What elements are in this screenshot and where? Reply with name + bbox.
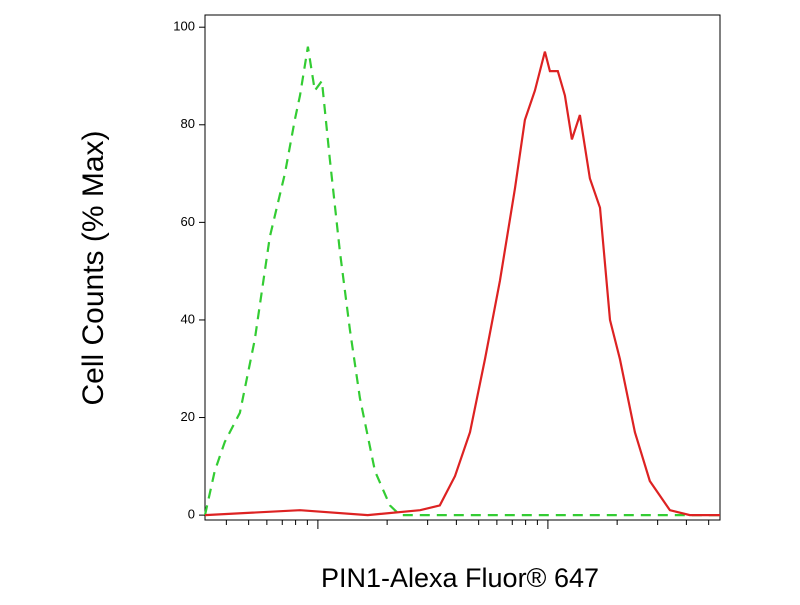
y-tick-label: 0	[188, 507, 195, 522]
y-axis-label: Cell Counts (% Max)	[77, 130, 110, 405]
y-tick-label: 100	[173, 19, 195, 34]
series-line	[204, 51, 720, 517]
plot-frame	[204, 14, 721, 521]
y-tick-label: 40	[181, 311, 195, 326]
y-tick-label: 60	[181, 214, 195, 229]
y-tick-label: 80	[181, 116, 195, 131]
x-axis-label: PIN1-Alexa Fluor® 647	[321, 563, 599, 593]
y-tick-label: 20	[181, 409, 195, 424]
series-line	[203, 46, 720, 517]
